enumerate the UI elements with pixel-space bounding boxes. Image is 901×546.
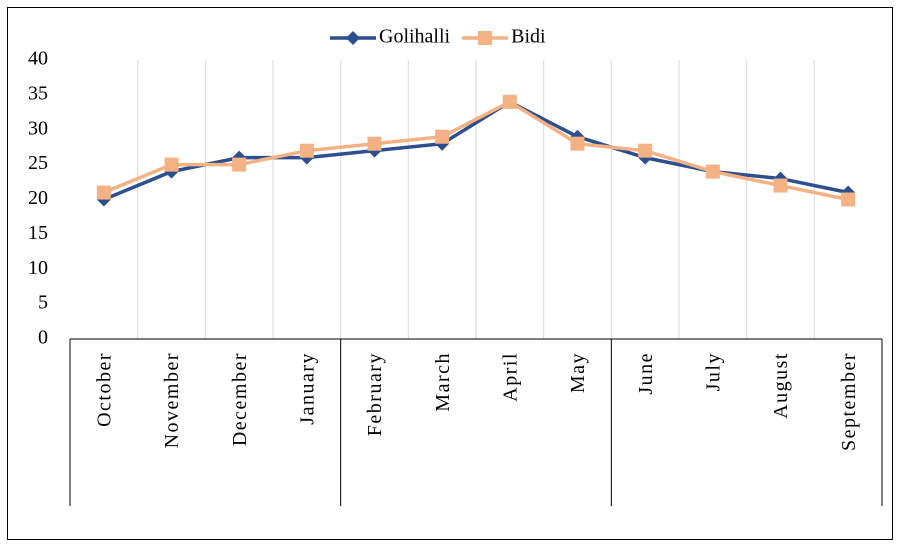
x-tick-label: November	[161, 352, 183, 448]
marker	[96, 185, 111, 200]
lines	[96, 94, 856, 207]
marker	[164, 157, 179, 172]
y-tick-label: 40	[28, 48, 48, 70]
marker	[502, 94, 517, 109]
x-tick-label: July	[702, 352, 724, 391]
marker	[570, 136, 585, 151]
x-tick-label: February	[364, 352, 386, 436]
marker	[841, 192, 856, 207]
legend: Golihalli Bidi	[330, 26, 546, 48]
chart-frame	[7, 7, 893, 540]
axes: 0 5 10 15 20 25 30 35 40 October November December J…	[28, 48, 883, 506]
marker	[638, 143, 653, 158]
y-tick-label: 25	[28, 152, 48, 174]
x-tick-label: April	[499, 352, 521, 402]
series-line	[103, 99, 849, 202]
y-tick-label: 35	[28, 82, 48, 104]
x-tick-label: January	[296, 352, 318, 425]
marker	[299, 143, 314, 158]
x-tick-label: September	[838, 352, 860, 451]
marker	[346, 31, 360, 45]
marker	[232, 157, 247, 172]
y-tick-label: 0	[38, 327, 48, 349]
x-tick-label: March	[432, 352, 454, 412]
marker	[773, 178, 788, 193]
legend-label: Golihalli	[379, 26, 451, 48]
x-tick-label: October	[93, 352, 115, 427]
y-tick-label: 30	[28, 117, 48, 139]
x-tick-label: June	[635, 352, 657, 395]
y-tick-label: 15	[28, 222, 48, 244]
y-tick-label: 5	[38, 292, 48, 314]
x-tick-label: December	[229, 352, 251, 446]
marker	[367, 136, 382, 151]
marker	[435, 129, 450, 144]
legend-label: Bidi	[511, 26, 546, 48]
y-tick-label: 20	[28, 187, 48, 209]
y-tick-label: 10	[28, 257, 48, 279]
grid	[137, 60, 815, 339]
x-tick-label: May	[567, 352, 589, 393]
marker	[705, 164, 720, 179]
marker	[478, 31, 493, 45]
x-tick-label: August	[770, 352, 792, 419]
